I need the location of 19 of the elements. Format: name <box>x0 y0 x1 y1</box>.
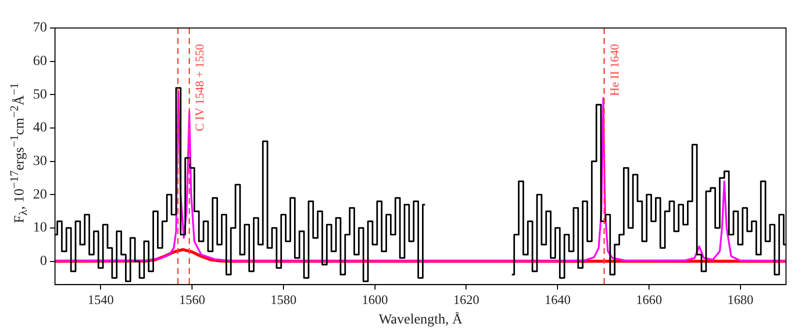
y-tick-label: 10 <box>33 220 47 236</box>
x-tick-label: 1580 <box>270 292 296 307</box>
y-tick-label: 70 <box>33 20 47 36</box>
ref-line-label: C IV 1548 + 1550 <box>192 44 206 132</box>
x-axis-title: Wavelength, Å <box>378 311 464 328</box>
x-tick-label: 1640 <box>544 292 571 307</box>
y-tick-label: 20 <box>33 187 47 202</box>
y-tick-label: 40 <box>33 120 47 136</box>
x-tick-label: 1660 <box>636 292 662 307</box>
y-tick-label: 60 <box>33 54 47 69</box>
x-tick-label: 1620 <box>453 292 480 307</box>
x-tick-label: 1540 <box>88 292 114 307</box>
ref-line-label: He II 1640 <box>607 44 622 96</box>
y-tick-label: 30 <box>33 154 47 169</box>
x-tick-label: 1600 <box>362 292 388 307</box>
y-tick-label: 50 <box>33 87 47 102</box>
y-tick-label: 0 <box>40 254 47 269</box>
x-tick-label: 1560 <box>179 292 206 307</box>
x-tick-label: 1680 <box>727 292 754 307</box>
